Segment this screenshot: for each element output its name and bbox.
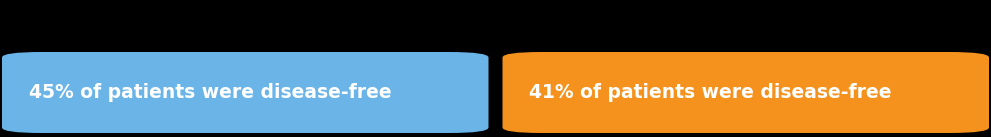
- Text: 45% of patients were disease-free: 45% of patients were disease-free: [29, 83, 391, 102]
- Text: 41% of patients were disease-free: 41% of patients were disease-free: [529, 83, 892, 102]
- FancyBboxPatch shape: [2, 52, 489, 133]
- FancyBboxPatch shape: [502, 52, 989, 133]
